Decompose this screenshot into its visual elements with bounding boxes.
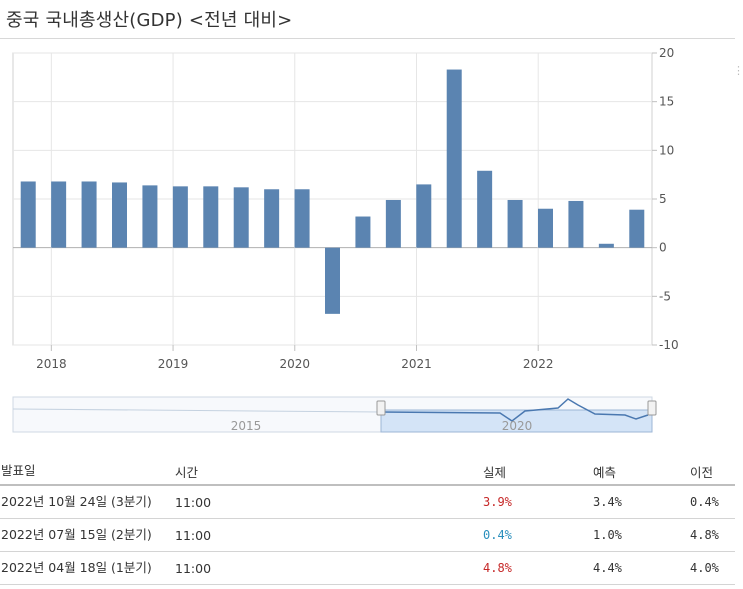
navigator-year-label: 2015 bbox=[231, 419, 262, 433]
y-tick-label: 0 bbox=[659, 241, 667, 255]
bar bbox=[51, 181, 67, 248]
y-tick-label: -5 bbox=[659, 289, 671, 303]
table-row: 2022년 07월 15일 (2분기) 11:00 0.4% 1.0% 4.8% bbox=[0, 518, 735, 552]
navigator-handle bbox=[647, 400, 657, 416]
row-actual: 3.9% bbox=[482, 485, 592, 519]
bar bbox=[203, 186, 219, 248]
x-tick-label: 2019 bbox=[158, 357, 189, 371]
x-tick-label: 2021 bbox=[401, 357, 432, 371]
x-tick-label: 2018 bbox=[36, 357, 67, 371]
header-actual[interactable]: 실제 bbox=[482, 458, 592, 486]
bar bbox=[20, 181, 36, 248]
table-row: 2022년 04월 18일 (1분기) 11:00 4.8% 4.4% 4.0% bbox=[0, 551, 735, 585]
header-previous[interactable]: 이전 bbox=[689, 458, 735, 486]
row-time: 11:00 bbox=[174, 485, 482, 519]
chart-menu-icon[interactable]: ⋮ bbox=[733, 64, 743, 77]
y-tick-label: 20 bbox=[659, 46, 674, 60]
y-tick-label: 5 bbox=[659, 192, 667, 206]
navigator-handle bbox=[376, 400, 386, 416]
bar bbox=[598, 243, 614, 248]
header-time[interactable]: 시간 bbox=[174, 458, 482, 486]
bar bbox=[538, 208, 553, 248]
bar bbox=[568, 200, 584, 248]
row-forecast: 1.0% bbox=[592, 518, 689, 552]
row-actual: 4.8% bbox=[482, 551, 592, 585]
y-tick-label: -10 bbox=[659, 338, 679, 352]
page-title: 중국 국내총생산(GDP) <전년 대비> bbox=[6, 10, 293, 31]
row-forecast: 4.4% bbox=[592, 551, 689, 585]
release-table: 발표일 시간 실제 예측 이전 2022년 10월 24일 (3분기) 11:0… bbox=[0, 458, 735, 585]
navigator-selection bbox=[380, 409, 653, 433]
y-tick-label: 15 bbox=[659, 95, 674, 109]
bar bbox=[325, 247, 340, 314]
row-previous: 4.8% bbox=[689, 518, 735, 552]
row-actual: 0.4% bbox=[482, 518, 592, 552]
y-axis-ticks: 20 15 10 5 0 -5 -10 bbox=[659, 46, 679, 352]
bar bbox=[294, 189, 310, 248]
row-date: 2022년 10월 24일 (3분기) bbox=[0, 485, 174, 519]
bar bbox=[81, 181, 97, 248]
row-forecast: 3.4% bbox=[592, 485, 689, 519]
bar bbox=[172, 186, 188, 248]
table-header-row: 발표일 시간 실제 예측 이전 bbox=[0, 458, 735, 486]
bar bbox=[629, 209, 645, 248]
navigator-line-range bbox=[380, 398, 649, 422]
row-date: 2022년 04월 18일 (1분기) bbox=[0, 551, 174, 585]
row-previous: 0.4% bbox=[689, 485, 735, 519]
bar bbox=[477, 170, 493, 248]
bar bbox=[142, 185, 158, 248]
row-time: 11:00 bbox=[174, 551, 482, 585]
row-date: 2022년 07월 15일 (2분기) bbox=[0, 518, 174, 552]
row-time: 11:00 bbox=[174, 518, 482, 552]
navigator-line-history bbox=[12, 408, 382, 413]
header-date[interactable]: 발표일 bbox=[0, 458, 174, 486]
y-tick-label: 10 bbox=[659, 143, 674, 157]
table-row: 2022년 10월 24일 (3분기) 11:00 3.9% 3.4% 0.4% bbox=[0, 485, 735, 519]
gdp-chart: 20 15 10 5 0 -5 -10 2018 2019 2020 2021 2022 2015 2… bbox=[0, 38, 735, 439]
header-forecast[interactable]: 예측 bbox=[592, 458, 689, 486]
bar bbox=[446, 69, 462, 248]
bar-layer bbox=[20, 69, 645, 314]
navigator[interactable]: 2015 2020 bbox=[12, 396, 657, 433]
bar bbox=[416, 184, 432, 248]
bar bbox=[355, 216, 371, 248]
row-previous: 4.0% bbox=[689, 551, 735, 585]
x-tick-label: 2020 bbox=[279, 357, 310, 371]
x-tick-label: 2022 bbox=[523, 357, 554, 371]
bar bbox=[112, 182, 127, 248]
bar bbox=[233, 187, 249, 248]
bar bbox=[264, 189, 280, 248]
bar bbox=[507, 199, 523, 248]
navigator-year-label: 2020 bbox=[502, 419, 533, 433]
bar bbox=[385, 199, 401, 248]
x-axis-ticks: 2018 2019 2020 2021 2022 bbox=[36, 357, 553, 371]
